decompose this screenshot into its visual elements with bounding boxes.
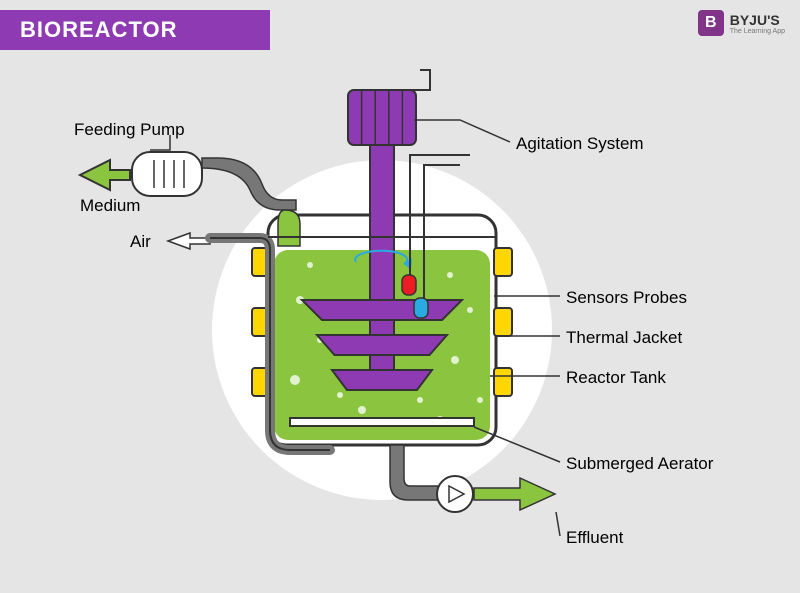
label-effluent: Effluent [566,528,623,548]
label-thermal: Thermal Jacket [566,328,682,348]
label-medium: Medium [80,196,140,216]
label-sensors: Sensors Probes [566,288,687,308]
label-agitation: Agitation System [516,134,644,154]
label-aerator: Submerged Aerator [566,454,713,474]
label-air: Air [130,232,151,252]
label-tank: Reactor Tank [566,368,666,388]
label-feeding-pump: Feeding Pump [74,120,185,140]
